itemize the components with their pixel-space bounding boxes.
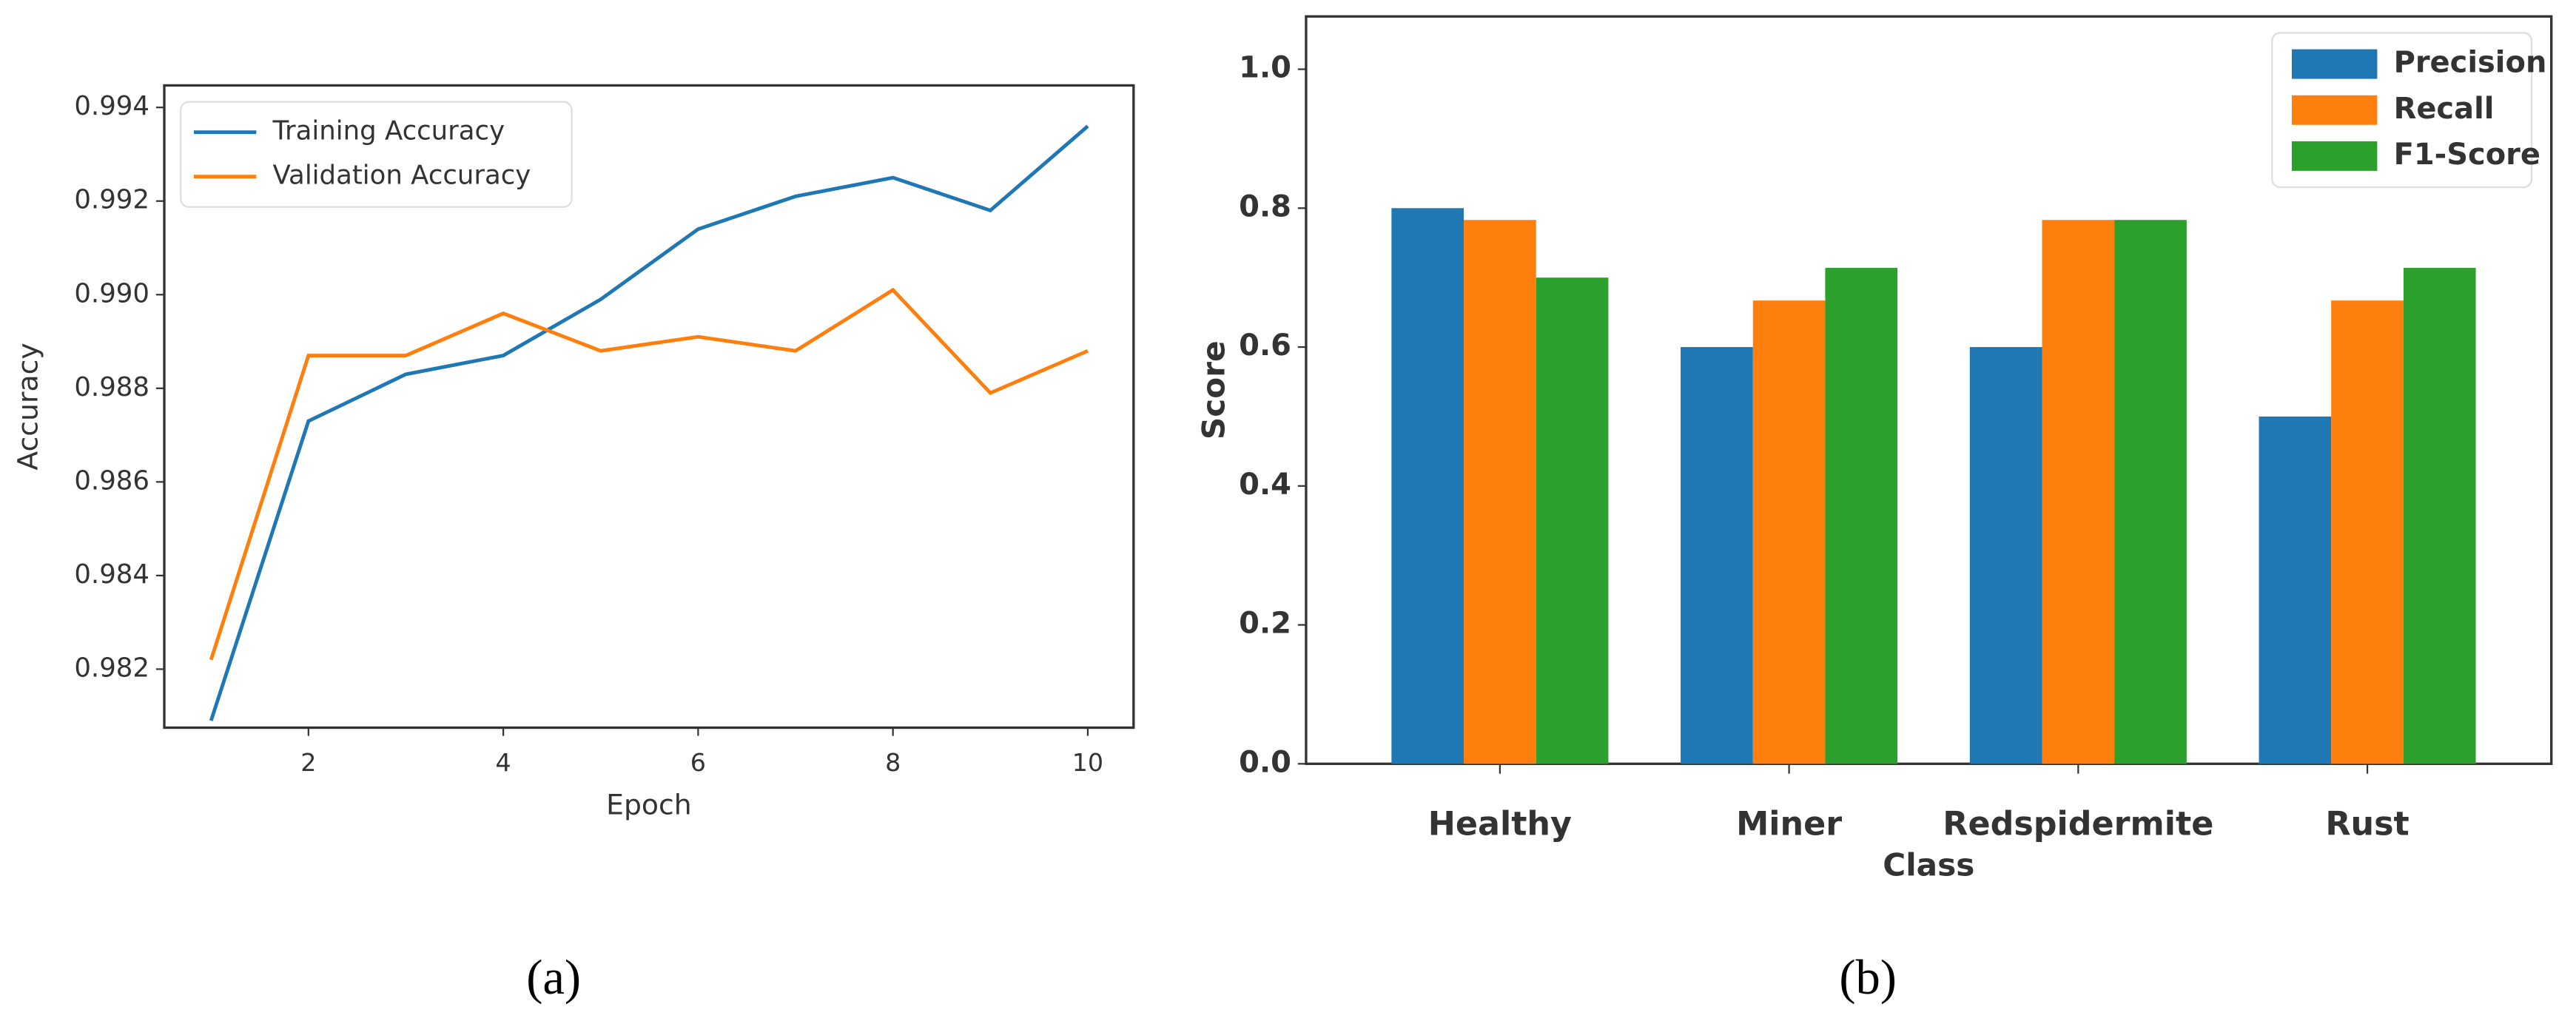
legend-label: Training Accuracy xyxy=(272,116,505,146)
y-tick-label: 1.0 xyxy=(1239,51,1291,85)
legend-swatch xyxy=(2291,49,2378,79)
x-tick-label: 2 xyxy=(300,748,316,777)
plot-frame xyxy=(1305,15,2553,765)
bar xyxy=(1464,220,1536,764)
x-axis-label: Epoch xyxy=(606,789,692,821)
y-tick-label: 0.4 xyxy=(1239,468,1291,502)
line xyxy=(209,124,1089,721)
bar xyxy=(2042,220,2115,764)
y-tick-label: 0.8 xyxy=(1239,189,1291,223)
legend-swatch xyxy=(2291,141,2378,171)
y-tick-label: 0.2 xyxy=(1239,607,1291,641)
bar xyxy=(2403,268,2476,764)
y-tick-label: 0.988 xyxy=(74,372,149,402)
bar xyxy=(1536,277,1609,764)
x-tick-label: 8 xyxy=(885,748,901,777)
legend-label: Recall xyxy=(2394,92,2495,126)
legend-label: Validation Accuracy xyxy=(273,161,531,191)
y-axis-label: Accuracy xyxy=(11,343,44,470)
bar xyxy=(1752,300,1826,764)
bar xyxy=(1825,268,1898,764)
legend-label: Precision xyxy=(2394,46,2547,80)
bar xyxy=(1391,208,1464,764)
plot-frame xyxy=(163,84,1135,730)
x-tick-label: Healthy xyxy=(1428,806,1572,843)
y-tick-label: 0.6 xyxy=(1239,329,1291,363)
x-axis-label: Class xyxy=(1883,847,1974,883)
y-tick-label: 0.982 xyxy=(74,653,149,683)
y-tick-label: 0.992 xyxy=(74,185,149,215)
y-axis-label: Score xyxy=(1195,340,1231,439)
bar xyxy=(2114,220,2187,764)
legend-label: F1-Score xyxy=(2394,138,2540,172)
bar xyxy=(2331,300,2404,764)
y-tick-label: 0.984 xyxy=(74,559,149,590)
x-tick-label: 10 xyxy=(1072,748,1103,777)
bar xyxy=(1681,347,1753,764)
x-tick-label: Miner xyxy=(1736,806,1842,843)
legend-swatch xyxy=(2291,95,2378,125)
y-tick-label: 0.994 xyxy=(74,91,149,121)
legend-box xyxy=(180,101,573,208)
bar xyxy=(1969,347,2042,764)
x-tick-label: Rust xyxy=(2325,806,2409,843)
x-tick-label: 6 xyxy=(690,748,706,777)
caption: (a) xyxy=(526,951,581,1005)
y-tick-label: 0.986 xyxy=(74,465,149,496)
line xyxy=(209,287,1089,661)
caption: (b) xyxy=(1839,951,1897,1005)
x-tick-label: 4 xyxy=(496,748,511,777)
bar xyxy=(2259,416,2332,764)
y-tick-label: 0.0 xyxy=(1239,745,1291,779)
y-tick-label: 0.990 xyxy=(74,278,149,309)
x-tick-label: Redspidermite xyxy=(1943,806,2213,843)
